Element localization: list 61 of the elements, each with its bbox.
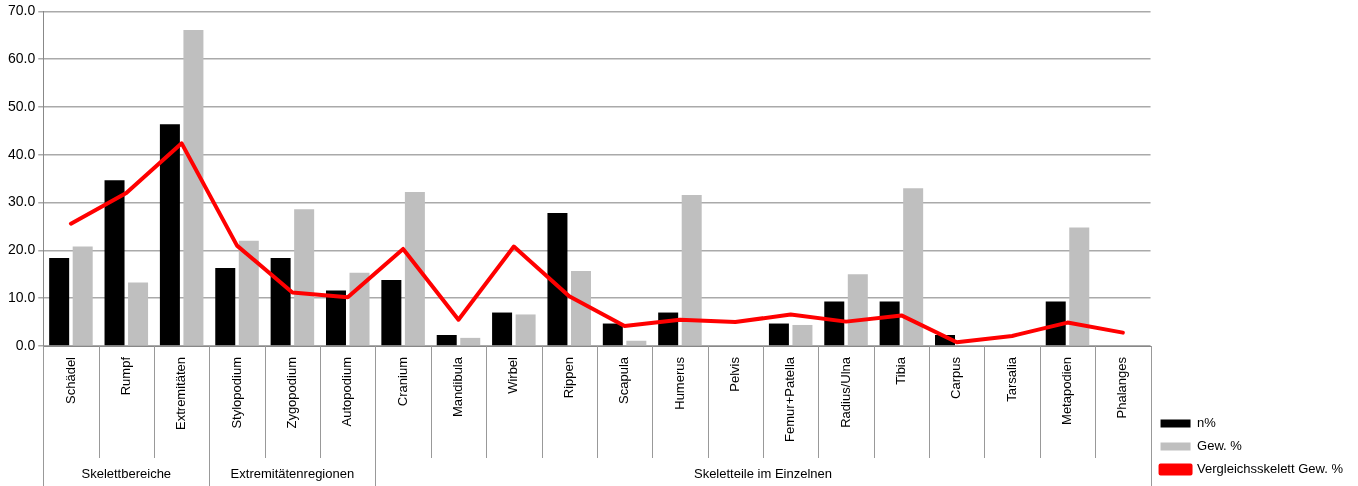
bar bbox=[128, 282, 149, 346]
x-tick-label: Radius/Ulna bbox=[837, 356, 853, 428]
bar bbox=[1069, 227, 1090, 346]
x-tick-label: Zygopodium bbox=[283, 357, 299, 429]
bar bbox=[238, 240, 259, 346]
bar bbox=[681, 194, 702, 346]
x-tick-label: Tibia bbox=[892, 356, 908, 385]
bar bbox=[903, 188, 924, 346]
bar bbox=[792, 324, 813, 346]
bar bbox=[436, 335, 457, 346]
y-tick-label: 10.0 bbox=[8, 289, 36, 306]
bar bbox=[768, 323, 789, 346]
x-tick-label: Stylopodium bbox=[228, 357, 244, 429]
x-tick-label: Schädel bbox=[62, 356, 78, 404]
bar bbox=[492, 312, 513, 346]
x-tick-label: Femur+Patella bbox=[782, 356, 798, 442]
x-tick-label: Rumpf bbox=[117, 356, 133, 396]
x-tick-label: Pelvis bbox=[726, 356, 742, 392]
y-tick-label: 70.0 bbox=[8, 2, 36, 19]
bar bbox=[460, 337, 481, 346]
bar bbox=[404, 192, 425, 346]
x-tick-label: Cranium bbox=[394, 357, 410, 407]
x-tick-label: Humerus bbox=[671, 356, 687, 410]
legend-label: Vergleichsskelett Gew. % bbox=[1197, 461, 1344, 477]
bar bbox=[72, 246, 93, 346]
x-tick-label: Scapula bbox=[616, 356, 632, 404]
x-tick-label: Carpus bbox=[948, 356, 964, 399]
x-tick-label: Extremitäten bbox=[173, 357, 189, 430]
bar bbox=[325, 290, 346, 346]
bar bbox=[381, 280, 402, 346]
bar bbox=[183, 30, 204, 346]
y-tick-label: 50.0 bbox=[8, 97, 36, 114]
y-tick-label: 30.0 bbox=[8, 193, 36, 210]
legend-label: n% bbox=[1197, 415, 1217, 431]
text: Extremitätenregionen bbox=[230, 465, 355, 481]
bar bbox=[159, 124, 180, 346]
bar bbox=[349, 272, 370, 346]
bar bbox=[547, 213, 568, 346]
bar bbox=[847, 274, 868, 346]
bar bbox=[515, 314, 536, 346]
y-tick-label: 0.0 bbox=[15, 336, 36, 353]
x-tick-label: Rippen bbox=[560, 357, 576, 399]
text: Skeletteile im Einzelnen bbox=[693, 465, 832, 481]
bar bbox=[602, 323, 623, 346]
x-tick-label: Mandibula bbox=[450, 356, 466, 417]
bar bbox=[49, 258, 70, 346]
bar bbox=[570, 270, 591, 346]
x-tick-label: Autopodium bbox=[339, 357, 355, 427]
bar bbox=[104, 180, 125, 346]
legend-label: Gew. % bbox=[1197, 438, 1243, 454]
x-tick-label: Tarsalia bbox=[1003, 356, 1019, 402]
x-tick-label: Phalanges bbox=[1114, 356, 1130, 419]
x-tick-label: Metapodien bbox=[1059, 357, 1075, 425]
text: Skelettbereiche bbox=[81, 465, 172, 481]
x-tick-label: Wirbel bbox=[505, 356, 521, 394]
y-tick-label: 60.0 bbox=[8, 50, 36, 67]
bar bbox=[270, 258, 291, 346]
y-tick-label: 40.0 bbox=[8, 145, 36, 162]
y-tick-label: 20.0 bbox=[8, 241, 36, 258]
bar bbox=[215, 268, 236, 346]
bar bbox=[294, 209, 315, 346]
